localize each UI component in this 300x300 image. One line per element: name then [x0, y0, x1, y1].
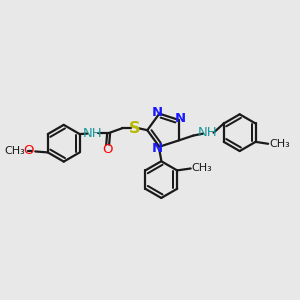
Text: N: N	[152, 106, 163, 119]
Text: N: N	[152, 142, 163, 155]
Text: S: S	[129, 121, 140, 136]
Text: N: N	[175, 112, 186, 125]
Text: CH₃: CH₃	[269, 139, 290, 149]
Text: CH₃: CH₃	[4, 146, 25, 156]
Text: CH₃: CH₃	[192, 164, 212, 173]
Text: NH: NH	[82, 127, 102, 140]
Text: O: O	[102, 142, 113, 155]
Text: O: O	[23, 145, 33, 158]
Text: NH: NH	[198, 126, 218, 139]
